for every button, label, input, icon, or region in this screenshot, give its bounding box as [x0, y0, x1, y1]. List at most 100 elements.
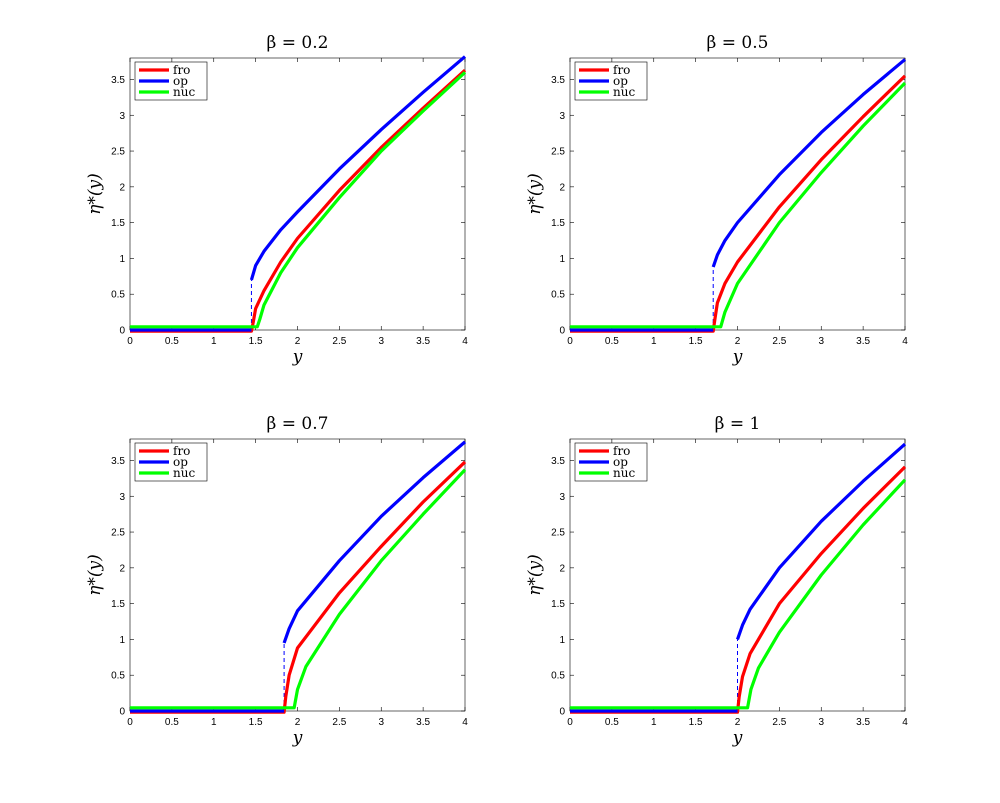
x-tick-label: 0.5	[165, 717, 179, 728]
x-tick-label: 4	[902, 336, 908, 347]
y-tick-label: 0	[559, 326, 565, 337]
x-tick-label: 2	[295, 717, 301, 728]
panel-4: 0 0.5 1 1.5 2 2.5 3 3.5 4 0 0.5 1 1.5 2 2.5 3 3.5 β = 1 y η…	[525, 414, 908, 748]
legend-label-fro: fro	[613, 63, 630, 77]
x-axis-label: y	[292, 347, 303, 367]
y-tick-label: 2	[559, 182, 565, 193]
x-tick-label: 1.5	[249, 336, 263, 347]
x-tick-label: 0.5	[605, 717, 619, 728]
series-line-op	[570, 58, 907, 332]
series-line-fro	[130, 460, 467, 714]
y-tick-label: 1.5	[551, 218, 565, 229]
legend-label-fro: fro	[173, 444, 190, 458]
x-axis-label: y	[732, 347, 743, 367]
y-tick-label: 0	[119, 326, 125, 337]
legend-label-op: op	[173, 74, 188, 88]
y-axis-label: η*(y)	[85, 173, 105, 215]
x-tick-label: 2	[295, 336, 301, 347]
y-axis-label: η*(y)	[525, 173, 545, 215]
series-line-nuc	[130, 71, 467, 329]
x-tick-label: 3	[378, 336, 384, 347]
x-tick-label: 1.5	[689, 336, 703, 347]
x-tick-label: 1	[651, 717, 657, 728]
x-tick-label: 1.5	[249, 717, 263, 728]
y-tick-label: 3	[119, 111, 125, 122]
x-tick-label: 0	[567, 717, 573, 728]
y-tick-label: 1.5	[551, 599, 565, 610]
y-tick-label: 0.5	[551, 290, 565, 301]
y-tick-label: 2.5	[551, 147, 565, 158]
x-axis-label: y	[292, 728, 303, 748]
y-tick-label: 3.5	[111, 456, 125, 467]
x-tick-label: 4	[902, 717, 908, 728]
legend-label-nuc: nuc	[613, 466, 635, 480]
x-tick-label: 1	[651, 336, 657, 347]
x-tick-label: 2	[735, 717, 741, 728]
y-tick-label: 0.5	[551, 671, 565, 682]
y-tick-label: 3	[119, 492, 125, 503]
legend-label-nuc: nuc	[613, 85, 635, 99]
panel-title: β = 0.5	[707, 33, 769, 53]
x-tick-label: 3	[378, 717, 384, 728]
x-tick-label: 0	[567, 336, 573, 347]
series-line-nuc	[130, 468, 467, 710]
y-tick-label: 0	[119, 707, 125, 718]
x-tick-label: 2	[735, 336, 741, 347]
legend-label-fro: fro	[173, 63, 190, 77]
series-line-nuc	[570, 81, 907, 329]
x-tick-label: 4	[462, 717, 468, 728]
x-tick-label: 3	[818, 336, 824, 347]
y-tick-label: 3.5	[551, 75, 565, 86]
panel-title: β = 0.2	[267, 33, 329, 53]
y-tick-label: 0.5	[111, 290, 125, 301]
y-tick-label: 2.5	[551, 528, 565, 539]
x-tick-label: 3.5	[856, 336, 870, 347]
y-tick-label: 1.5	[111, 218, 125, 229]
y-tick-label: 2.5	[111, 147, 125, 158]
x-tick-label: 1	[211, 336, 217, 347]
series-line-op	[130, 55, 467, 332]
series-line-fro	[130, 68, 467, 333]
y-tick-label: 3.5	[111, 75, 125, 86]
x-tick-label: 1	[211, 717, 217, 728]
x-tick-label: 0.5	[165, 336, 179, 347]
series-line-op	[570, 442, 907, 713]
x-tick-label: 3.5	[416, 336, 430, 347]
x-tick-label: 1.5	[689, 717, 703, 728]
y-tick-label: 1	[119, 635, 125, 646]
series-line-fro	[570, 74, 907, 333]
y-tick-label: 3.5	[551, 456, 565, 467]
y-tick-label: 1	[559, 254, 565, 265]
y-tick-label: 1	[559, 635, 565, 646]
x-axis-label: y	[732, 728, 743, 748]
series-line-op	[130, 440, 467, 713]
y-tick-label: 1	[119, 254, 125, 265]
x-tick-label: 2.5	[772, 717, 786, 728]
y-tick-label: 3	[559, 111, 565, 122]
legend-label-nuc: nuc	[173, 85, 195, 99]
y-tick-label: 2	[559, 563, 565, 574]
panel-2: 0 0.5 1 1.5 2 2.5 3 3.5 4 0 0.5 1 1.5 2 2.5 3 3.5 β = 0.5…	[525, 33, 908, 367]
legend-label-op: op	[173, 455, 188, 469]
x-tick-label: 3	[818, 717, 824, 728]
series-line-nuc	[570, 478, 907, 710]
y-tick-label: 0.5	[111, 671, 125, 682]
x-tick-label: 4	[462, 336, 468, 347]
legend-label-op: op	[613, 74, 628, 88]
y-tick-label: 3	[559, 492, 565, 503]
y-tick-label: 0	[559, 707, 565, 718]
panel-3: 0 0.5 1 1.5 2 2.5 3 3.5 4 0 0.5 1 1.5 2 2.5 3 3.5 β = 0.7…	[85, 414, 468, 748]
x-tick-label: 3.5	[856, 717, 870, 728]
legend-label-nuc: nuc	[173, 466, 195, 480]
y-tick-label: 2.5	[111, 528, 125, 539]
x-tick-label: 2.5	[332, 336, 346, 347]
y-axis-label: η*(y)	[85, 554, 105, 596]
x-tick-label: 0.5	[605, 336, 619, 347]
x-tick-label: 2.5	[332, 717, 346, 728]
y-tick-label: 2	[119, 563, 125, 574]
legend-label-fro: fro	[613, 444, 630, 458]
panel-1: 0 0.5 1 1.5 2 2.5 3 3.5 4 0 0.5 1 1.5 2 2.5 3 3.5 β = 0.2…	[85, 33, 468, 367]
x-tick-label: 0	[127, 336, 133, 347]
y-tick-label: 1.5	[111, 599, 125, 610]
